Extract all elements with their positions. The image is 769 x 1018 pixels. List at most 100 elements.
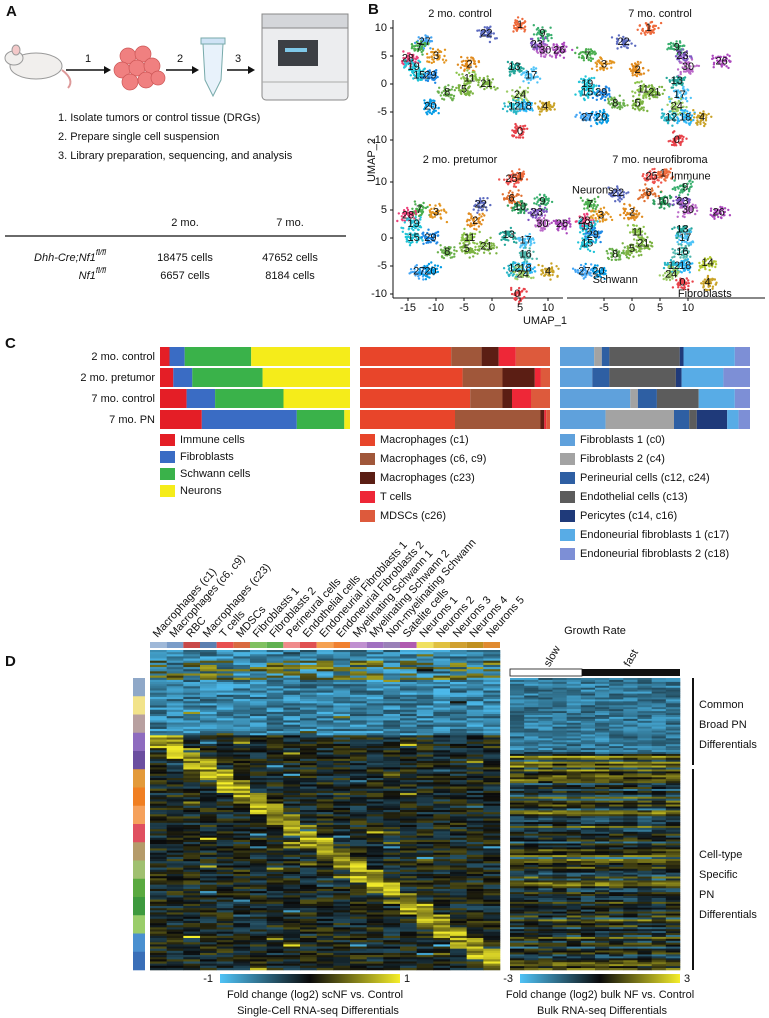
- legend-swatch: [360, 510, 375, 522]
- umap-dot: [653, 200, 655, 202]
- heatmap-cell: [400, 650, 417, 652]
- bar-segment: [689, 410, 697, 429]
- heatmap-cell: [233, 650, 250, 652]
- umap-dot: [549, 278, 551, 280]
- bar-segment: [638, 389, 657, 408]
- heatmap-cell: [350, 650, 367, 652]
- umap-dot: [420, 216, 422, 218]
- bar-segment: [297, 410, 345, 429]
- umap-dot: [425, 278, 427, 280]
- heatmap-cell: [450, 650, 467, 652]
- umap-dot: [458, 74, 460, 76]
- umap-dot: [521, 297, 523, 299]
- umap-dot: [412, 45, 414, 47]
- umap-dot: [452, 97, 454, 99]
- umap-dot: [590, 125, 592, 127]
- legend-swatch: [560, 491, 575, 503]
- umap-dot: [418, 277, 420, 279]
- umap-dot: [644, 233, 646, 235]
- row-label-sup: fl/fl: [96, 266, 106, 275]
- cluster-label: 27: [581, 112, 593, 124]
- legend-swatch: [360, 472, 375, 484]
- umap-dot: [402, 231, 404, 233]
- umap-dot: [594, 242, 596, 244]
- x-tick-label: -15: [400, 302, 416, 314]
- heatmap-cell: [250, 650, 267, 652]
- umap-dot: [583, 203, 585, 205]
- umap-dot: [437, 107, 439, 109]
- umap-dot: [421, 53, 423, 55]
- umap-dot: [437, 91, 439, 93]
- umap-dot: [664, 179, 666, 181]
- umap-plot: [396, 168, 572, 305]
- umap-dot: [653, 203, 655, 205]
- cluster-label: 22: [475, 198, 487, 210]
- umap-dot: [638, 197, 640, 199]
- umap-dot: [430, 214, 432, 216]
- cluster-label: 8: [444, 246, 450, 258]
- umap-dot: [534, 102, 536, 104]
- bar-segment: [503, 368, 535, 387]
- cluster-label: 24: [517, 268, 529, 280]
- cluster-label: 5: [635, 98, 641, 110]
- umap-dot: [608, 89, 610, 91]
- umap-dot: [453, 249, 455, 251]
- cluster-label: 0: [514, 288, 520, 300]
- bar-segment: [463, 368, 503, 387]
- umap-dot: [627, 224, 629, 226]
- cluster-label: 13: [508, 61, 520, 73]
- x-tick-label: 10: [682, 302, 694, 314]
- cluster-label: 0: [679, 277, 685, 289]
- umap-dot: [538, 108, 540, 110]
- heatmap-cell: [267, 650, 284, 652]
- row-label: 2 mo. pretumor: [80, 372, 155, 384]
- umap-dot: [475, 228, 477, 230]
- bar-segment: [594, 347, 602, 366]
- umap-dot: [532, 239, 534, 241]
- sequencer-display: [285, 48, 307, 52]
- umap-dot: [555, 265, 557, 267]
- umap-dot: [640, 32, 642, 34]
- cluster-label: 4: [545, 266, 551, 278]
- umap-dot: [607, 98, 609, 100]
- y-tick-label: 5: [381, 204, 387, 216]
- cluster-label: 27: [578, 266, 590, 278]
- sequencer-screen: [278, 40, 318, 66]
- umap-dot: [431, 62, 433, 64]
- bar-segment: [735, 347, 750, 366]
- heatmap-cell: [383, 650, 400, 652]
- heatmap-cell: [217, 650, 234, 652]
- cluster-label: 29: [424, 232, 436, 244]
- cluster-label: 15: [581, 238, 593, 250]
- umap-dot: [622, 104, 624, 106]
- arrow-head: [104, 66, 111, 74]
- umap-dot: [619, 103, 621, 105]
- cluster-label: 21: [480, 240, 492, 252]
- umap-dot: [523, 128, 525, 130]
- umap-dot: [639, 189, 641, 191]
- umap-dot: [590, 58, 592, 60]
- table-cell: 18475 cells: [157, 252, 213, 264]
- heatmap-cell: [333, 650, 350, 652]
- umap-dot: [439, 244, 441, 246]
- heatmap-cell: [467, 650, 484, 652]
- umap-dot: [396, 220, 398, 222]
- umap-dot: [610, 62, 612, 64]
- umap-dot: [483, 214, 485, 216]
- umap-dot: [533, 266, 535, 268]
- umap-dot: [606, 250, 608, 252]
- bar-segment: [499, 347, 516, 366]
- umap-dot: [544, 214, 546, 216]
- umap-dot: [477, 79, 479, 81]
- umap-dot: [414, 58, 416, 60]
- umap-dot: [622, 99, 624, 101]
- umap-dot: [527, 91, 529, 93]
- umap-dot: [476, 212, 478, 214]
- umap-dot: [441, 251, 443, 253]
- umap-dot: [660, 191, 662, 193]
- umap-dot: [657, 27, 659, 29]
- column-annotation: [317, 642, 334, 648]
- umap-dot: [520, 195, 522, 197]
- colorbar-tick: -1: [203, 973, 213, 985]
